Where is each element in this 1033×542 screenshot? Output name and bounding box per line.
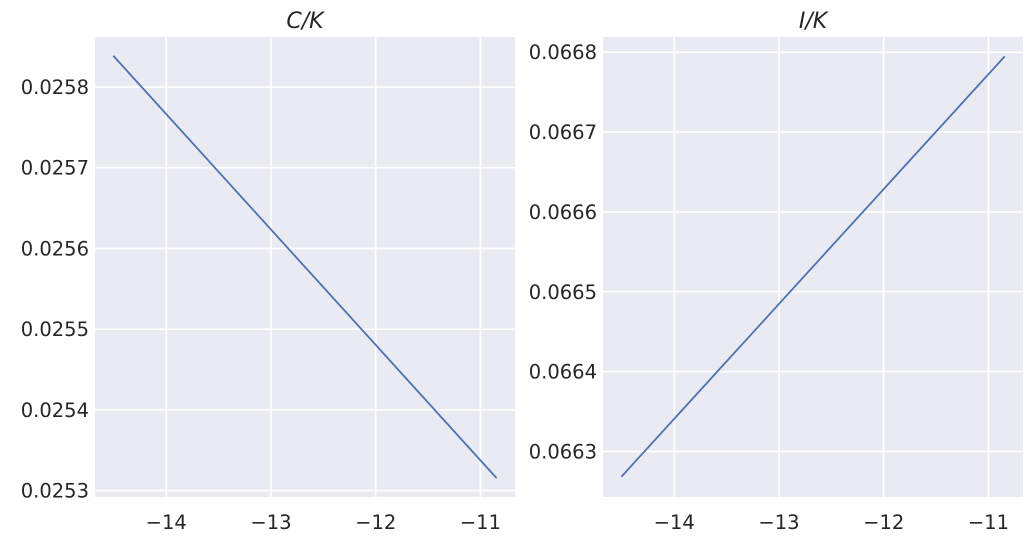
subplot-c-over-k: −14 −13 −12 −11 0.02530.02540.02550.02560.0… [21, 9, 515, 534]
y-tick-labels: 0.0663 0.0664 0.0665 0.0666 0.0667 0.0668 [529, 41, 597, 463]
series-line [112, 55, 498, 479]
y-tick-labels: 0.0253 0.0254 0.0255 0.0256 0.0257 0.0258 [21, 76, 89, 503]
x-tick-label: −12 [863, 511, 904, 534]
y-tick-label: 0.0253 [21, 480, 89, 503]
x-tick-label: −11 [460, 511, 501, 534]
y-tick-label: 0.0664 [529, 361, 597, 384]
y-tick-label: 0.0666 [529, 201, 597, 224]
y-tick-label: 0.0667 [529, 121, 597, 144]
y-tick-label: 0.0256 [21, 237, 89, 260]
x-tick-label: −12 [355, 511, 396, 534]
y-tick-label: 0.0668 [529, 41, 597, 64]
x-gridlines [673, 37, 990, 497]
y-tick-label: 0.0255 [21, 318, 89, 341]
x-tick-labels: −14 −13 −12 −11 [146, 511, 501, 534]
y-tick-label: 0.0254 [21, 399, 89, 422]
subplot-i-over-k: −14 −13 −12 −11 0.06630.06640.06650.06660.0… [529, 9, 1023, 534]
y-tick-label: 0.0665 [529, 281, 597, 304]
y-tick-label: 0.0663 [529, 440, 597, 463]
y-gridlines [603, 51, 1023, 453]
y-tick-label: 0.0258 [21, 76, 89, 99]
y-tick-label: 0.0257 [21, 157, 89, 180]
chart-title: C/K [286, 9, 325, 34]
x-tick-label: −14 [146, 511, 187, 534]
x-tick-labels: −14 −13 −12 −11 [654, 511, 1009, 534]
y-gridlines [95, 86, 515, 492]
x-tick-label: −14 [654, 511, 695, 534]
series-line [620, 56, 1006, 478]
x-tick-label: −13 [758, 511, 799, 534]
chart-title: I/K [799, 9, 829, 34]
x-tick-label: −11 [968, 511, 1009, 534]
x-tick-label: −13 [250, 511, 291, 534]
